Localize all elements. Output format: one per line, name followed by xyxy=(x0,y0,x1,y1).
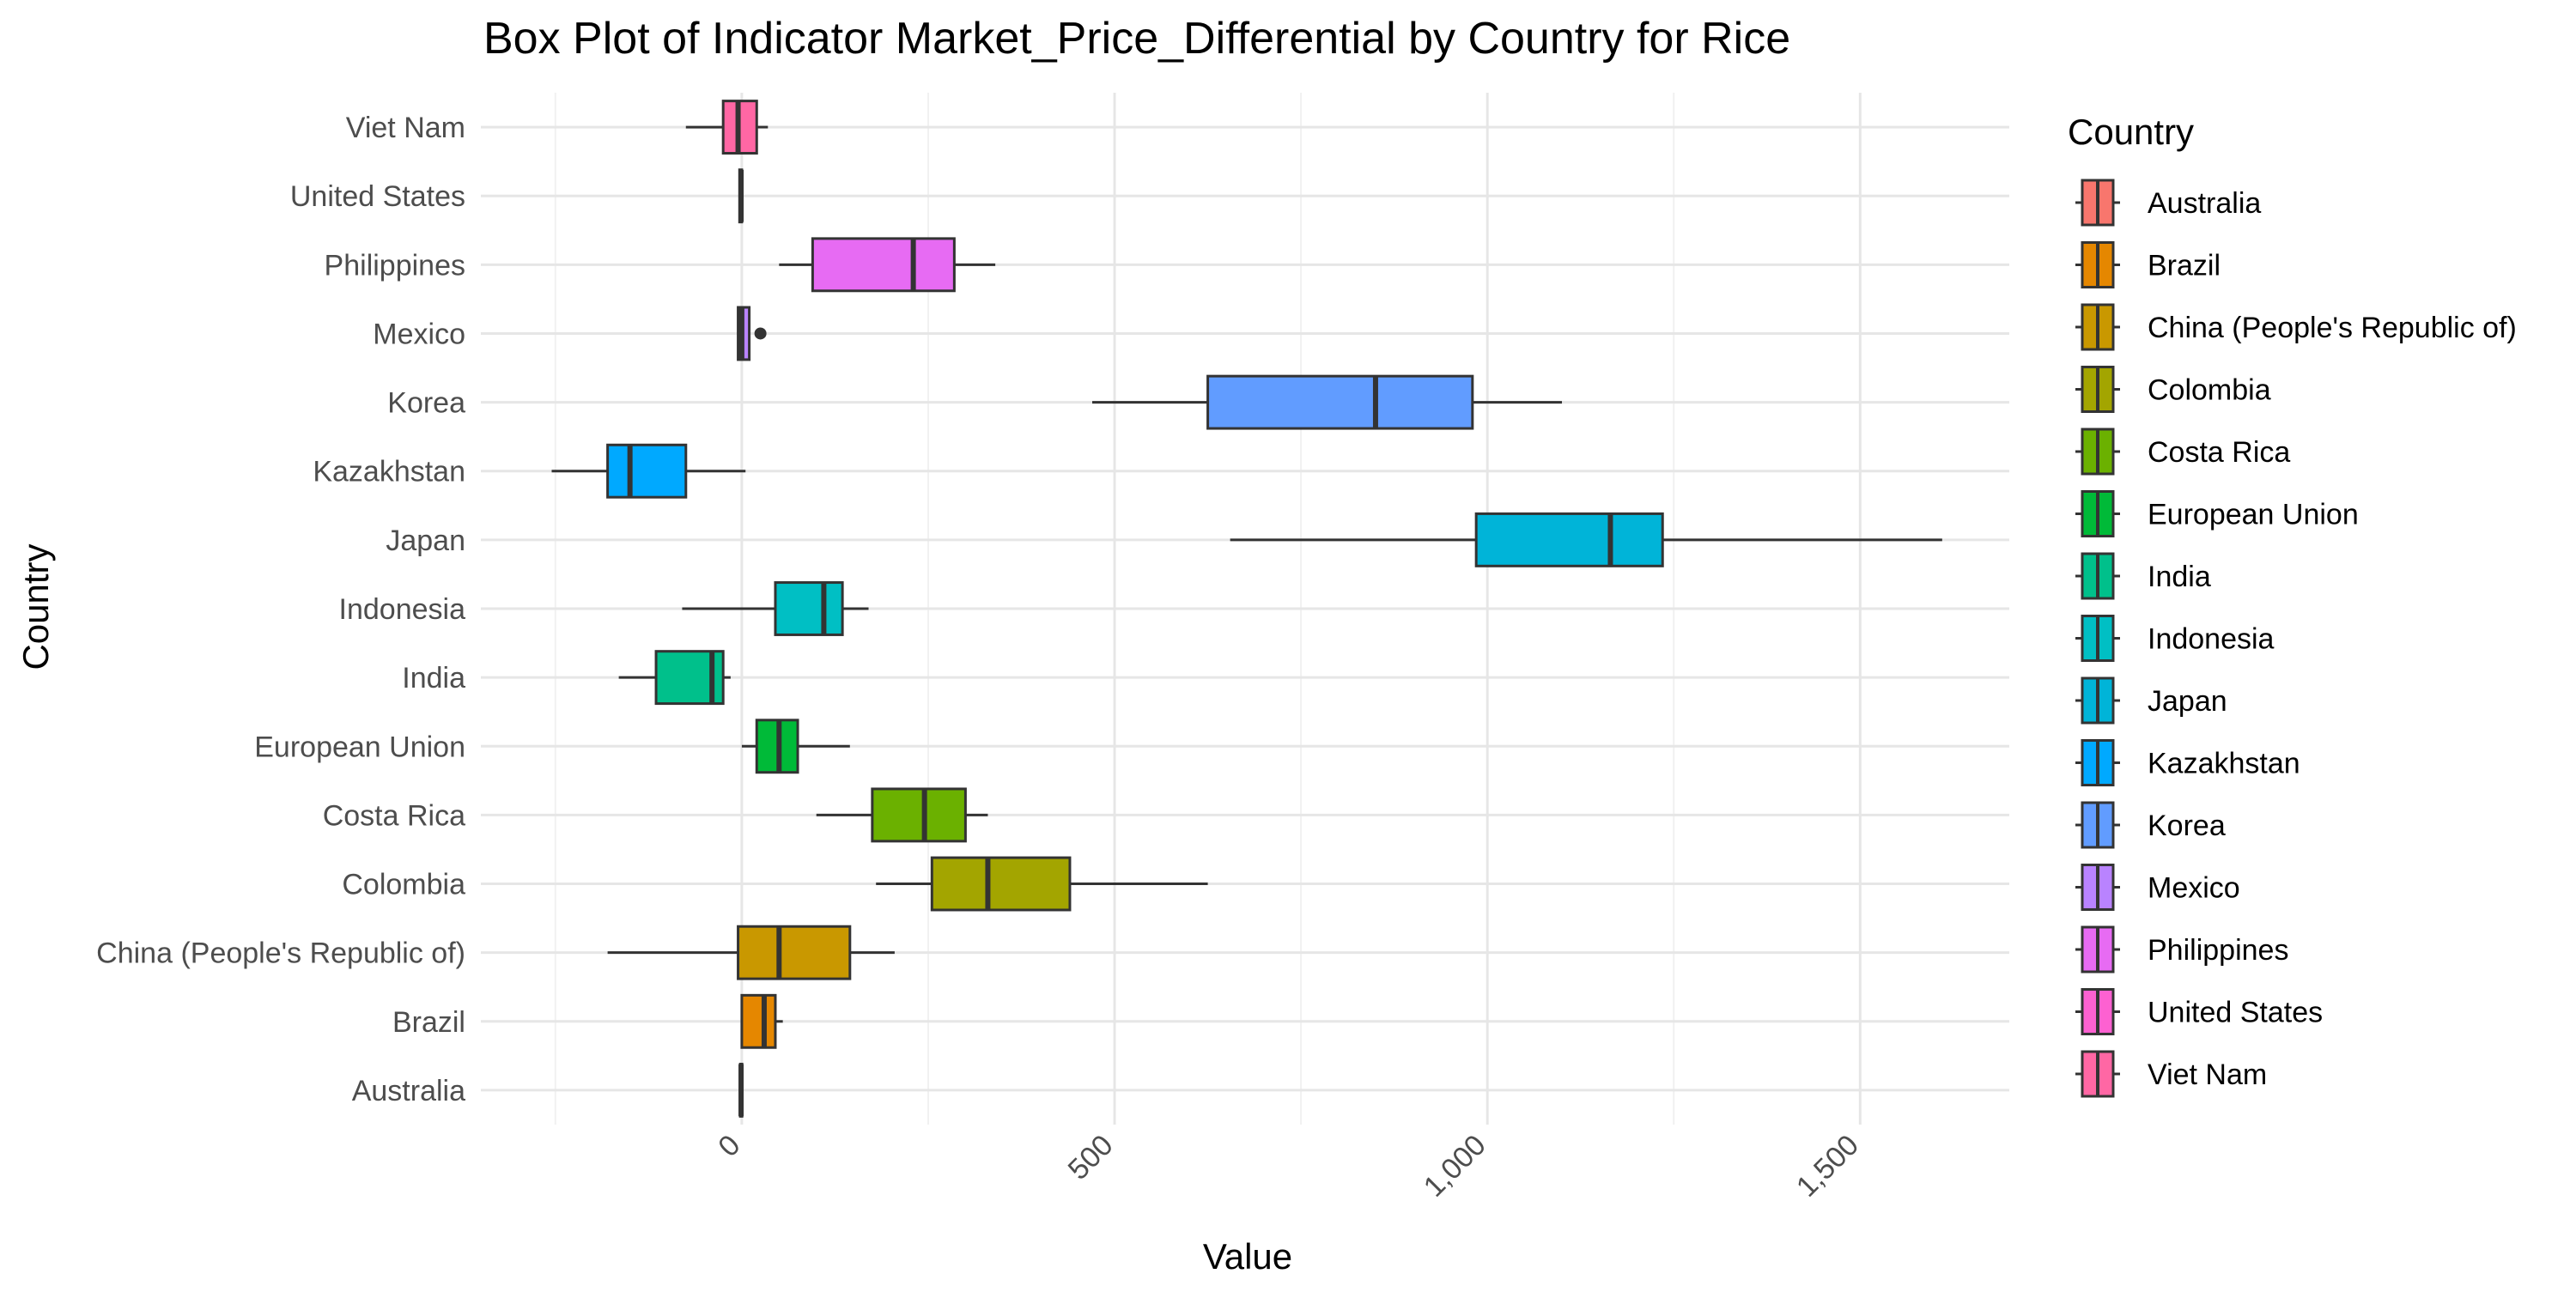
legend-item: Colombia xyxy=(2075,366,2271,413)
y-tick-label: European Union xyxy=(254,731,465,763)
legend-label: Mexico xyxy=(2148,872,2240,905)
box-iqr xyxy=(1206,374,1474,430)
box-iqr xyxy=(774,581,844,636)
box-iqr xyxy=(737,925,852,980)
legend-label: Korea xyxy=(2148,810,2226,842)
legend-item: Mexico xyxy=(2075,864,2240,911)
legend-label: Japan xyxy=(2148,685,2227,718)
legend-item: China (People's Republic of) xyxy=(2075,303,2517,351)
legend-item: Costa Rica xyxy=(2075,428,2290,476)
y-tick-label: Indonesia xyxy=(339,593,466,626)
y-tick-label: Korea xyxy=(387,387,465,420)
legend-label: European Union xyxy=(2148,499,2359,531)
legend-title: Country xyxy=(2068,112,2194,152)
legend-item: Indonesia xyxy=(2075,615,2275,662)
legend-item: Brazil xyxy=(2075,241,2221,288)
legend-item: European Union xyxy=(2075,490,2359,537)
y-tick-label: Brazil xyxy=(392,1006,465,1039)
y-tick-label: Japan xyxy=(386,525,465,557)
box-india xyxy=(618,650,731,706)
box-kazakhstan xyxy=(551,443,746,499)
y-tick-label: China (People's Republic of) xyxy=(96,937,465,970)
box-indonesia xyxy=(682,581,869,636)
box-costa-rica xyxy=(816,787,988,843)
legend-label: Australia xyxy=(2148,187,2261,220)
legend-label: United States xyxy=(2148,997,2323,1029)
y-tick-label: Viet Nam xyxy=(346,112,465,144)
box-iqr xyxy=(1474,512,1664,567)
box-australia xyxy=(738,1062,744,1118)
y-axis-label: Country xyxy=(15,543,56,670)
x-tick-label: 0 xyxy=(712,1129,746,1163)
boxes xyxy=(551,100,1942,1118)
y-tick-label: United States xyxy=(290,180,465,213)
legend-label: Brazil xyxy=(2148,250,2221,282)
legend-label: Costa Rica xyxy=(2148,436,2290,469)
y-tick-label: Kazakhstan xyxy=(313,456,465,488)
y-tick-labels: Australia Brazil China (People's Republic … xyxy=(96,112,465,1107)
legend-label: Viet Nam xyxy=(2148,1058,2267,1091)
x-tick-label: 500 xyxy=(1062,1129,1120,1186)
legend-item: Japan xyxy=(2075,676,2227,725)
legend-label: Indonesia xyxy=(2148,623,2275,656)
box-iqr xyxy=(811,237,956,293)
legend-label: India xyxy=(2148,561,2211,593)
box-japan xyxy=(1230,512,1942,567)
y-tick-label: Costa Rica xyxy=(323,799,465,832)
legend-label: Colombia xyxy=(2148,374,2271,407)
box-viet-nam xyxy=(685,100,769,155)
x-tick-labels: 0 500 1,000 1,500 xyxy=(712,1129,1865,1204)
box-iqr xyxy=(606,443,688,499)
x-tick-label: 1,500 xyxy=(1790,1129,1865,1204)
y-tick-label: Philippines xyxy=(325,249,465,282)
legend-item: Korea xyxy=(2075,801,2226,849)
legend: Country Australia Brazil China (People's R… xyxy=(2068,112,2517,1098)
box-european-union xyxy=(741,719,850,774)
legend-item: Australia xyxy=(2075,179,2261,227)
y-tick-label: Australia xyxy=(352,1075,465,1107)
chart-title: Box Plot of Indicator Market_Price_Diffe… xyxy=(483,14,1790,64)
legend-label: China (People's Republic of) xyxy=(2148,312,2517,344)
legend-item: India xyxy=(2075,552,2211,600)
legend-label: Kazakhstan xyxy=(2148,748,2300,780)
box-brazil xyxy=(740,993,783,1049)
y-tick-label: Colombia xyxy=(342,869,465,901)
legend-label: Philippines xyxy=(2148,934,2288,967)
box-mexico xyxy=(737,306,767,361)
legend-item: Kazakhstan xyxy=(2075,739,2300,786)
legend-item: Viet Nam xyxy=(2075,1050,2267,1098)
box-iqr xyxy=(930,856,1072,912)
legend-items: Australia Brazil China (People's Republic … xyxy=(2075,179,2517,1098)
box-iqr xyxy=(740,993,777,1049)
x-tick-label: 1,000 xyxy=(1418,1129,1492,1204)
box-korea xyxy=(1092,374,1563,430)
y-tick-label: India xyxy=(402,662,465,695)
box-colombia xyxy=(876,856,1208,912)
legend-item: Philippines xyxy=(2075,925,2288,974)
box-united-states xyxy=(738,168,744,224)
legend-item: United States xyxy=(2075,988,2323,1035)
box-iqr xyxy=(871,787,967,843)
x-axis-label: Value xyxy=(1203,1236,1292,1277)
box-philippines xyxy=(779,237,996,293)
box-china-people-s-republic-of- xyxy=(607,925,895,980)
y-tick-label: Mexico xyxy=(373,318,465,350)
outlier-point xyxy=(754,327,767,340)
